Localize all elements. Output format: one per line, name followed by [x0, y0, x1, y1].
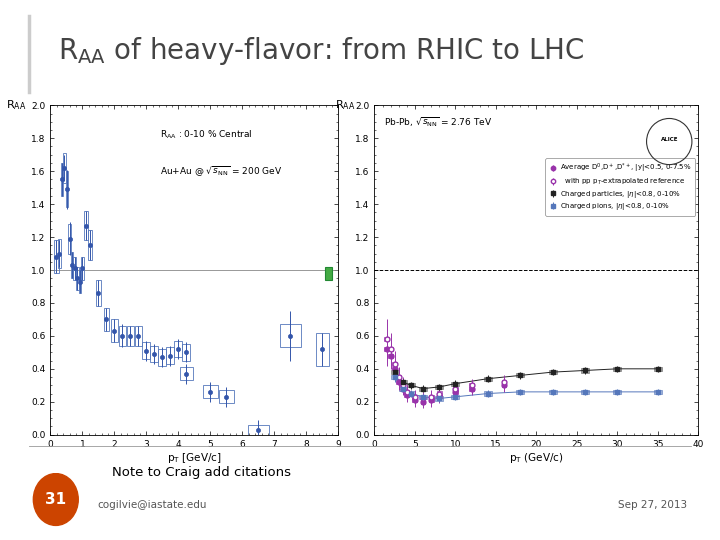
X-axis label: p$_{\mathregular{T}}$ [GeV/c]: p$_{\mathregular{T}}$ [GeV/c] [167, 451, 222, 465]
Y-axis label: R$_{\mathregular{AA}}$: R$_{\mathregular{AA}}$ [6, 98, 26, 112]
Bar [502, 380, 506, 384]
Bar [469, 387, 474, 390]
Text: Note to Craig add citations: Note to Craig add citations [112, 466, 291, 479]
Bar [104, 308, 109, 331]
Bar [143, 342, 150, 359]
Bar [150, 346, 158, 362]
Bar [400, 387, 405, 390]
Bar [654, 367, 662, 371]
Bar [413, 398, 418, 402]
Bar [453, 390, 458, 394]
Bar [89, 231, 92, 260]
Bar [419, 395, 427, 399]
Text: Pb-Pb, $\sqrt{s_{\mathregular{NN}}}$ = 2.76 TeV: Pb-Pb, $\sqrt{s_{\mathregular{NN}}}$ = 2… [384, 115, 492, 129]
Bar [581, 368, 589, 373]
Bar [654, 390, 662, 394]
Bar [399, 380, 407, 384]
Bar [453, 387, 458, 390]
Bar [127, 326, 134, 346]
Circle shape [33, 474, 78, 525]
Bar [248, 425, 269, 435]
Bar [435, 396, 444, 401]
Bar [451, 395, 459, 399]
Bar [111, 320, 118, 342]
Bar [81, 257, 84, 280]
Bar [549, 390, 557, 394]
Bar [399, 387, 407, 390]
Bar [613, 367, 621, 371]
X-axis label: p$_{\mathregular{T}}$ (GeV/c): p$_{\mathregular{T}}$ (GeV/c) [509, 451, 564, 465]
Bar [219, 390, 233, 403]
Text: cogilvie@iastate.edu: cogilvie@iastate.edu [97, 500, 207, 510]
Bar [63, 153, 66, 183]
Bar [391, 375, 399, 379]
Text: Sep 27, 2013: Sep 27, 2013 [618, 500, 688, 510]
Y-axis label: R$_{\mathregular{AA}}$: R$_{\mathregular{AA}}$ [335, 98, 356, 112]
Bar [435, 385, 444, 389]
Bar [407, 383, 415, 387]
Bar [396, 375, 401, 379]
Bar [502, 383, 506, 387]
Bar [96, 280, 102, 306]
Bar [76, 267, 78, 290]
Bar [428, 395, 433, 399]
Bar [392, 362, 397, 366]
Bar [60, 163, 63, 196]
Bar [428, 398, 433, 402]
Bar [437, 392, 441, 396]
Text: R$_{\mathregular{AA}}$ : 0-10 % Central: R$_{\mathregular{AA}}$ : 0-10 % Central [160, 129, 253, 141]
Bar [84, 211, 88, 240]
Text: R$_{\mathregular{AA}}$ of heavy-flavor: from RHIC to LHC: R$_{\mathregular{AA}}$ of heavy-flavor: … [58, 35, 584, 68]
Bar [180, 367, 193, 380]
Bar [53, 240, 59, 273]
Bar [68, 224, 71, 254]
Bar [469, 383, 474, 387]
Bar [391, 370, 399, 374]
Bar [613, 390, 621, 394]
Bar [166, 347, 174, 364]
Bar [437, 395, 441, 399]
Bar [58, 239, 60, 268]
Bar [325, 267, 333, 280]
Bar [405, 390, 409, 394]
Bar [549, 370, 557, 374]
Bar [384, 337, 389, 341]
Text: 31: 31 [45, 492, 66, 507]
Bar [407, 392, 415, 396]
Text: Au+Au @ $\sqrt{s_{\mathregular{NN}}}$ = 200 GeV: Au+Au @ $\sqrt{s_{\mathregular{NN}}}$ = … [160, 165, 282, 179]
Bar [384, 347, 389, 351]
Bar [484, 376, 492, 381]
Bar [182, 344, 190, 361]
Bar [280, 325, 301, 347]
Bar [420, 400, 426, 404]
Bar [420, 396, 426, 401]
Bar [71, 252, 73, 278]
Legend: Average D$^0$,D$^+$,D$^{*+}$, |y|<0.5, 0-7.5%,   with pp p$_T$-extrapolated refe: Average D$^0$,D$^+$,D$^{*+}$, |y|<0.5, 0… [545, 158, 695, 216]
Bar [388, 354, 393, 357]
Bar [135, 326, 142, 346]
Bar [78, 270, 81, 293]
Bar [516, 373, 524, 377]
Bar [66, 171, 68, 207]
Bar [392, 367, 397, 371]
Bar [174, 341, 182, 357]
Bar [451, 382, 459, 386]
Bar [119, 326, 126, 346]
Bar [158, 349, 166, 366]
Bar [581, 390, 589, 394]
Bar [405, 393, 409, 397]
Bar [316, 333, 329, 366]
Bar [73, 257, 76, 280]
Bar [388, 347, 393, 351]
Text: ALICE: ALICE [660, 137, 678, 143]
Bar [396, 380, 401, 384]
Bar [203, 386, 217, 399]
Bar [516, 390, 524, 394]
Bar [419, 387, 427, 390]
Bar [400, 383, 405, 387]
Bar [413, 395, 418, 399]
Bar [484, 392, 492, 396]
